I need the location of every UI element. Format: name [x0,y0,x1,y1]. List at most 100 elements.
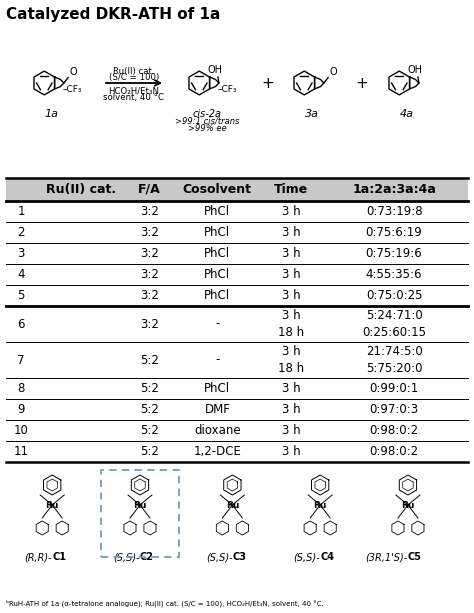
Text: (3R,1'S)-: (3R,1'S)- [365,552,408,562]
Text: O: O [69,67,77,77]
Text: PhCl: PhCl [204,382,230,395]
Text: 3 h: 3 h [282,289,301,302]
Text: C3: C3 [232,552,246,562]
Text: cis-2a: cis-2a [192,109,221,119]
Text: Ru: Ru [46,500,59,509]
Text: 2: 2 [17,226,25,239]
Text: PhCl: PhCl [204,268,230,281]
Text: 5:2: 5:2 [140,445,159,458]
Text: PhCl: PhCl [204,289,230,302]
Text: 4: 4 [17,268,25,281]
Text: 4a: 4a [400,109,414,119]
Text: 3 h: 3 h [282,403,301,416]
Text: 0:75:0:25: 0:75:0:25 [366,289,422,302]
Text: 5:2: 5:2 [140,403,159,416]
Text: OH: OH [408,64,422,75]
Text: DMF: DMF [204,403,230,416]
Text: >99:1 cis/trans: >99:1 cis/trans [175,117,239,126]
Text: 1,2-DCE: 1,2-DCE [193,445,241,458]
Text: –CF₃: –CF₃ [63,85,82,94]
Text: F/A: F/A [138,183,161,196]
Text: Catalyzed DKR-ATH of 1a: Catalyzed DKR-ATH of 1a [6,7,220,22]
Text: C4: C4 [320,552,334,562]
Text: 0:99:0:1: 0:99:0:1 [369,382,419,395]
Text: 1a: 1a [44,109,58,119]
Text: 9: 9 [17,403,25,416]
Text: 11: 11 [14,445,28,458]
Text: 3 h: 3 h [282,445,301,458]
Text: C2: C2 [140,552,154,562]
Text: 3 h: 3 h [282,268,301,281]
Text: -: - [215,354,219,367]
Text: 3:2: 3:2 [140,226,159,239]
Text: (S,S)-: (S,S)- [293,552,320,562]
Text: Ru: Ru [226,500,239,509]
Text: ᵇRuH-ATH of 1a (α-tetralone analogue); Ru(II) cat. (S/C = 100), HCO₂H/Et₃N, solv: ᵇRuH-ATH of 1a (α-tetralone analogue); R… [6,600,324,607]
Text: 5:2: 5:2 [140,382,159,395]
Text: 0:97:0:3: 0:97:0:3 [370,403,419,416]
Text: 3 h: 3 h [282,345,301,358]
Text: C5: C5 [408,552,422,562]
Text: 3:2: 3:2 [140,205,159,218]
Text: 0:75:19:6: 0:75:19:6 [366,247,422,260]
Text: (S,S)-: (S,S)- [113,552,140,562]
Text: O: O [329,67,337,77]
Text: (S/C = 100): (S/C = 100) [109,73,159,82]
Text: Ru: Ru [401,500,415,509]
Text: 3a: 3a [305,109,319,119]
Text: 5:2: 5:2 [140,424,159,437]
Text: 5:75:20:0: 5:75:20:0 [366,362,422,375]
Text: Time: Time [274,183,309,196]
Text: 1a:2a:3a:4a: 1a:2a:3a:4a [352,183,436,196]
Text: (S,S)-: (S,S)- [206,552,232,562]
Text: C1: C1 [52,552,66,562]
Text: 4:55:35:6: 4:55:35:6 [366,268,422,281]
Text: -: - [215,318,219,330]
Bar [6,178,468,201]
Text: 0:25:60:15: 0:25:60:15 [362,326,426,339]
Text: PhCl: PhCl [204,226,230,239]
Text: 3:2: 3:2 [140,318,159,330]
Text: (R,R)-: (R,R)- [25,552,52,562]
Text: 0:73:19:8: 0:73:19:8 [366,205,422,218]
Text: 3 h: 3 h [282,309,301,322]
Text: dioxane: dioxane [194,424,241,437]
Text: 3: 3 [18,247,25,260]
Text: 3 h: 3 h [282,424,301,437]
Text: 3:2: 3:2 [140,268,159,281]
Text: HCO₂H/Et₃N: HCO₂H/Et₃N [109,86,159,95]
Text: 3 h: 3 h [282,205,301,218]
Text: 6: 6 [17,318,25,330]
Text: solvent, 40 °C: solvent, 40 °C [103,93,164,102]
Text: 18 h: 18 h [278,362,304,375]
Text: Ru(II) cat.: Ru(II) cat. [113,67,155,76]
Text: 0:98:0:2: 0:98:0:2 [370,424,419,437]
Text: 1: 1 [17,205,25,218]
Text: 8: 8 [18,382,25,395]
Text: 0:75:6:19: 0:75:6:19 [366,226,422,239]
Text: 21:74:5:0: 21:74:5:0 [366,345,422,358]
Text: Cosolvent: Cosolvent [183,183,252,196]
Text: 3 h: 3 h [282,247,301,260]
Text: OH: OH [208,64,222,75]
Text: Ru: Ru [133,500,146,509]
Text: >99% ee: >99% ee [188,124,226,133]
Text: +: + [356,75,368,91]
Text: 0:98:0:2: 0:98:0:2 [370,445,419,458]
Text: –CF₃: –CF₃ [218,85,237,94]
Text: 3:2: 3:2 [140,247,159,260]
Text: 5: 5 [18,289,25,302]
Text: 3 h: 3 h [282,226,301,239]
Text: 18 h: 18 h [278,326,304,339]
Text: PhCl: PhCl [204,247,230,260]
Text: 10: 10 [14,424,28,437]
Text: 5:24:71:0: 5:24:71:0 [366,309,422,322]
Text: 3:2: 3:2 [140,289,159,302]
Text: 7: 7 [17,354,25,367]
Text: Ru: Ru [313,500,327,509]
Text: +: + [262,75,274,91]
Text: PhCl: PhCl [204,205,230,218]
Text: Ru(II) cat.: Ru(II) cat. [46,183,116,196]
Text: 5:2: 5:2 [140,354,159,367]
Text: 3 h: 3 h [282,382,301,395]
